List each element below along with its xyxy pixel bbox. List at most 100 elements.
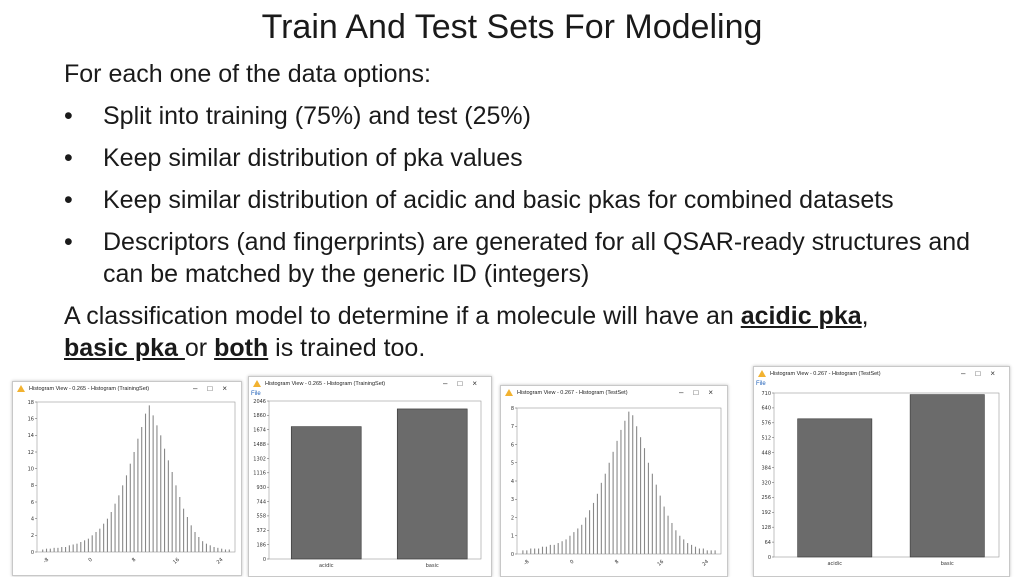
- plot-area: [516, 407, 722, 555]
- window-title: Histogram View - 0.265 - Histogram (Trai…: [29, 386, 150, 392]
- histogram-chart-test: 0 1 2 3 4 5 6 7 8 -8 0 8 16 24: [511, 406, 722, 568]
- y-tick-label: 8: [31, 483, 34, 489]
- window-controls[interactable]: –□×: [961, 369, 1005, 378]
- bar-chart-test: 0 64 128 192 256 320 384 448 512 576 640 710 acidic b…: [761, 391, 1000, 567]
- y-tick-label: 6: [511, 442, 514, 448]
- x-category-label: basic: [426, 563, 439, 569]
- bar-acidic: [290, 426, 362, 560]
- window-title-bar[interactable]: Histogram View - 0.267 - Histogram (Test…: [754, 367, 1009, 381]
- bullet-text: Descriptors (and fingerprints) are gener…: [103, 228, 971, 288]
- window-title: Histogram View - 0.265 - Histogram (Trai…: [265, 381, 386, 387]
- closing-text: A classification model to determine if a…: [64, 300, 1004, 364]
- y-tick-label: 1488: [253, 442, 266, 448]
- bullet-text: Keep similar distribution of acidic and …: [103, 186, 894, 214]
- y-tick-label: 186: [256, 542, 266, 548]
- slide-body: For each one of the data options: • Split…: [64, 58, 1004, 364]
- y-tick-label: 192: [761, 510, 771, 516]
- y-tick-label: 640: [761, 406, 771, 412]
- basic-pka-label: basic pka: [64, 334, 185, 362]
- y-tick-label: 14: [28, 433, 34, 439]
- y-tick-label: 128: [761, 525, 771, 531]
- closing-or: or: [184, 334, 215, 362]
- x-tick-label: 16: [656, 559, 665, 568]
- y-tick-label: 5: [511, 461, 514, 467]
- file-menu[interactable]: File: [251, 391, 261, 397]
- y-tick-label: 1860: [253, 413, 266, 419]
- y-tick-label: 7: [511, 424, 514, 430]
- y-tick-label: 2: [511, 515, 514, 521]
- window-controls[interactable]: –□×: [679, 388, 723, 397]
- closing-after: is trained too.: [268, 334, 426, 362]
- x-tick-label: 24: [216, 557, 225, 566]
- bar-acidic: [797, 418, 873, 558]
- closing-before: A classification model to determine if a…: [64, 302, 741, 330]
- y-tick-label: 1674: [253, 428, 266, 434]
- bar-chart-training: 0 186 372 558 744 930 1116 1302 1488 1674 1860 2046…: [253, 399, 482, 569]
- y-tick-label: 4: [31, 516, 34, 522]
- bullet-text: Keep similar distribution of pka values: [103, 144, 523, 172]
- window-controls[interactable]: –□×: [443, 379, 487, 388]
- bullet-item: • Split into training (75%) and test (25%…: [64, 100, 1004, 132]
- window-title-bar[interactable]: Histogram View - 0.265 - Histogram (Trai…: [249, 377, 491, 391]
- closing-comma: ,: [861, 302, 869, 330]
- bullet-item: • Keep similar distribution of pka values: [64, 142, 1004, 174]
- slide-title: Train And Test Sets For Modeling: [261, 8, 763, 46]
- y-tick-label: 4: [511, 479, 514, 485]
- bullet-dot: •: [64, 228, 73, 256]
- bullet-dot: •: [64, 186, 73, 214]
- file-menu[interactable]: File: [756, 381, 766, 387]
- window-title-bar[interactable]: Histogram View - 0.267 - Histogram (Test…: [501, 386, 727, 400]
- bullet-dot: •: [64, 102, 73, 130]
- x-tick-label: -8: [523, 559, 531, 567]
- bar-basic: [909, 394, 985, 558]
- y-tick-label: 448: [761, 450, 771, 456]
- bullet-item: • Keep similar distribution of acidic and…: [64, 184, 1004, 216]
- y-tick-label: 0: [263, 557, 266, 563]
- y-tick-label: 320: [761, 480, 771, 486]
- warning-icon: [505, 389, 513, 396]
- x-tick-label: 0: [87, 557, 93, 564]
- warning-icon: [758, 370, 766, 377]
- bullet-dot: •: [64, 144, 73, 172]
- x-tick-label: 8: [131, 557, 137, 564]
- warning-icon: [17, 385, 25, 392]
- bar-window-training[interactable]: Histogram View - 0.265 - Histogram (Trai…: [248, 376, 492, 577]
- y-tick-label: 1: [511, 534, 514, 540]
- y-tick-label: 64: [765, 540, 771, 546]
- y-tick-label: 16: [28, 416, 34, 422]
- x-tick-label: 16: [172, 557, 181, 566]
- both-label: both: [214, 334, 269, 362]
- y-tick-label: 3: [511, 497, 514, 503]
- y-tick-label: 256: [761, 495, 771, 501]
- intro-text: For each one of the data options:: [64, 60, 431, 88]
- y-tick-label: 512: [761, 436, 771, 442]
- bar-window-test[interactable]: Histogram View - 0.267 - Histogram (Test…: [753, 366, 1010, 577]
- window-controls[interactable]: –□×: [193, 384, 237, 393]
- y-tick-label: 558: [256, 514, 266, 520]
- acidic-pka-label: acidic pka: [740, 302, 862, 330]
- x-category-label: basic: [941, 561, 954, 567]
- bullet-list: • Split into training (75%) and test (25%…: [64, 100, 1004, 290]
- y-tick-label: 8: [511, 406, 514, 412]
- y-tick-label: 10: [28, 466, 34, 472]
- window-title: Histogram View - 0.267 - Histogram (Test…: [770, 371, 881, 377]
- histogram-window-training[interactable]: Histogram View - 0.265 - Histogram (Trai…: [12, 381, 242, 576]
- bullet-text: Split into training (75%) and test (25%): [103, 102, 531, 130]
- x-category-label: acidic: [827, 561, 842, 567]
- y-tick-label: 744: [256, 499, 266, 505]
- bullet-item: • Descriptors (and fingerprints) are gene…: [64, 226, 1004, 290]
- x-category-label: acidic: [319, 563, 334, 569]
- bar-basic: [396, 408, 468, 560]
- y-tick-label: 1116: [253, 471, 266, 477]
- x-tick-label: 8: [614, 559, 620, 566]
- y-tick-label: 576: [761, 421, 771, 427]
- y-tick-label: 0: [768, 555, 771, 561]
- x-tick-label: 24: [701, 559, 710, 568]
- histogram-window-test[interactable]: Histogram View - 0.267 - Histogram (Test…: [500, 385, 728, 577]
- window-title-bar[interactable]: Histogram View - 0.265 - Histogram (Trai…: [13, 382, 241, 396]
- x-tick-label: -8: [42, 557, 50, 565]
- y-tick-label: 0: [31, 550, 34, 556]
- y-tick-label: 1302: [253, 456, 266, 462]
- y-tick-label: 0: [511, 552, 514, 558]
